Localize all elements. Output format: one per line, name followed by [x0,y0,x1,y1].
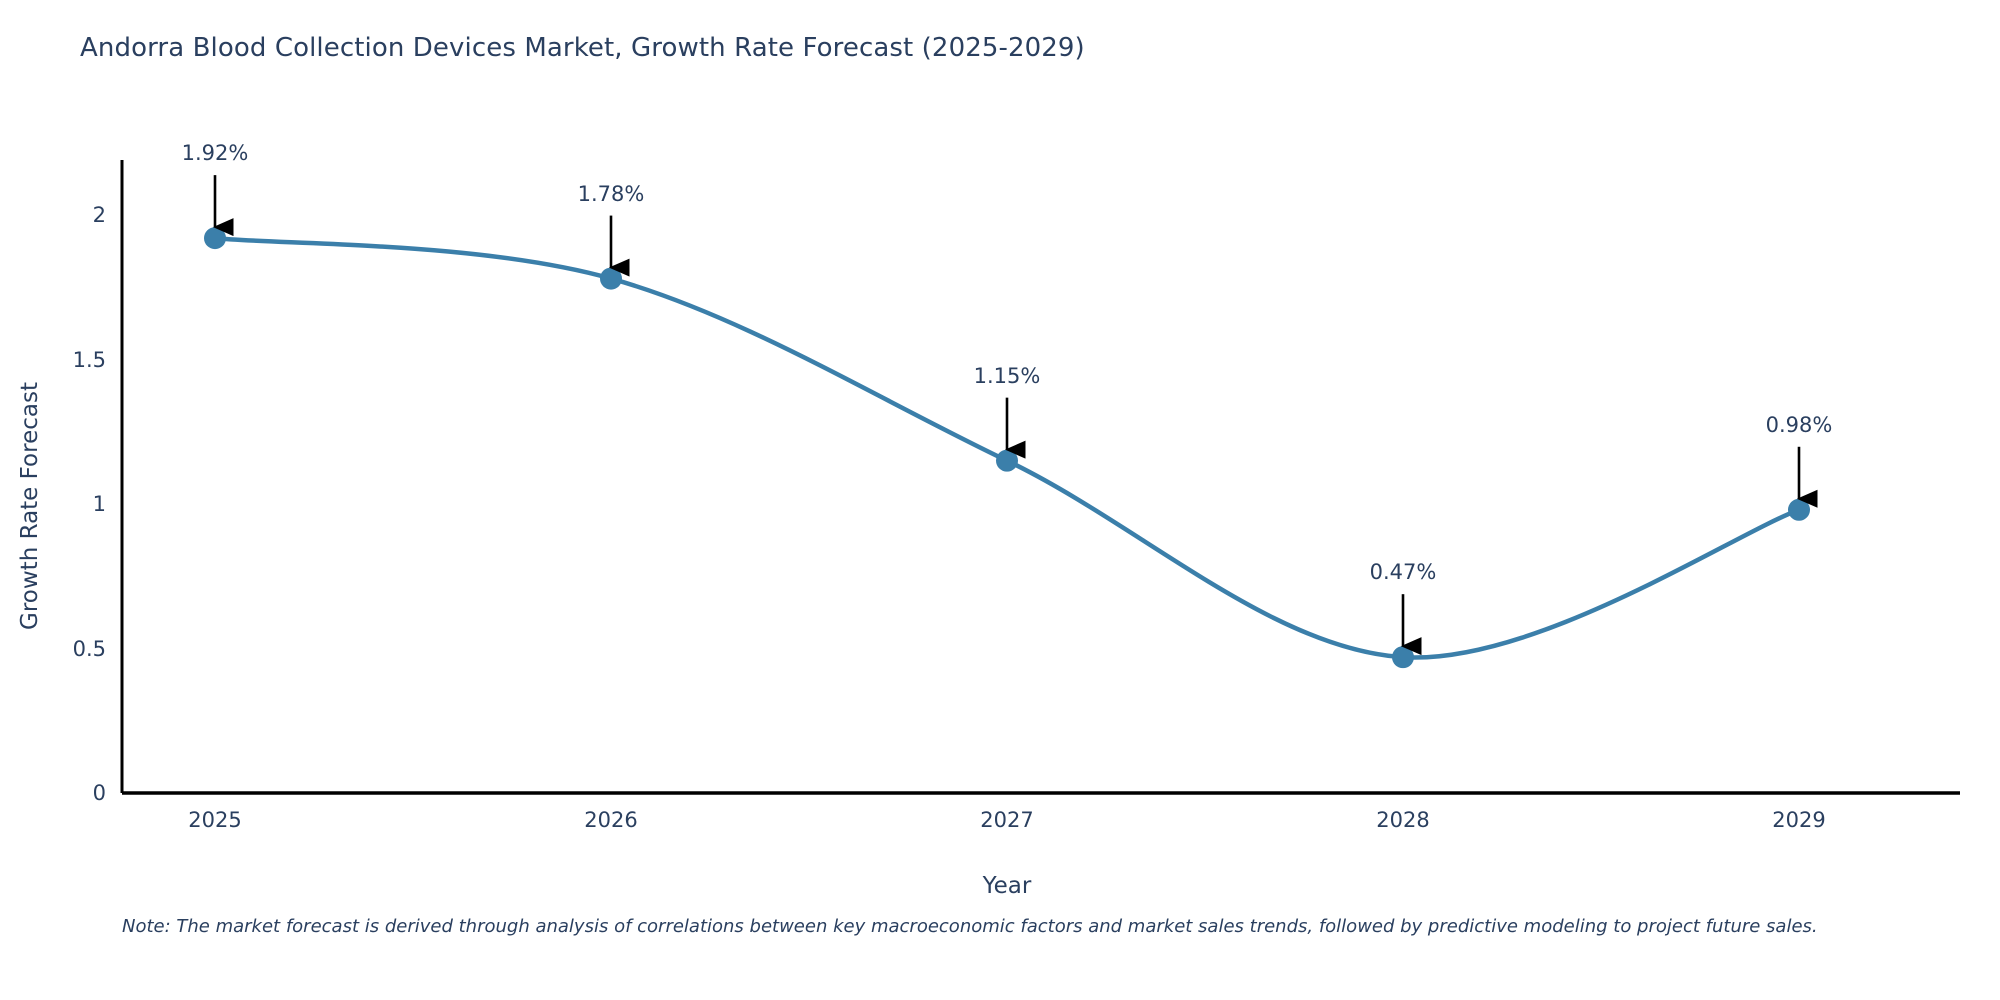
y-axis-tick-label: 1 [92,492,106,516]
chart-title: Andorra Blood Collection Devices Market,… [80,33,1085,63]
data-point-value-label: 1.78% [577,181,645,206]
chart-note: Note: The market forecast is derived thr… [122,916,1818,937]
data-point-value-label: 1.15% [973,363,1041,388]
data-point-value-label: 0.47% [1369,560,1437,585]
y-axis-tick-label: 0 [92,781,106,805]
x-axis-tick-label: 2027 [980,808,1034,832]
x-axis-tick-label: 2028 [1376,808,1430,832]
annotation-arrows [212,175,1818,656]
y-axis-tick-label: 0.5 [72,636,106,661]
x-axis-tick-label: 2025 [188,808,242,832]
y-axis-title: Growth Rate Forecast [17,382,43,630]
y-axis-tick-label: 1.5 [72,347,106,372]
x-axis-tick-label: 2026 [584,808,638,832]
data-point-marker[interactable] [1392,646,1414,669]
data-point-value-label: 1.92% [181,141,249,166]
data-point-marker[interactable] [1788,498,1810,521]
data-point-marker[interactable] [204,227,226,250]
data-point-marker[interactable] [996,449,1018,472]
data-point-value-label: 0.98% [1765,412,1833,437]
x-axis-tick-label: 2029 [1772,808,1826,832]
y-axis-tick-label: 2 [92,203,106,227]
x-axis-title: Year [982,873,1032,899]
data-point-marker[interactable] [600,267,622,290]
